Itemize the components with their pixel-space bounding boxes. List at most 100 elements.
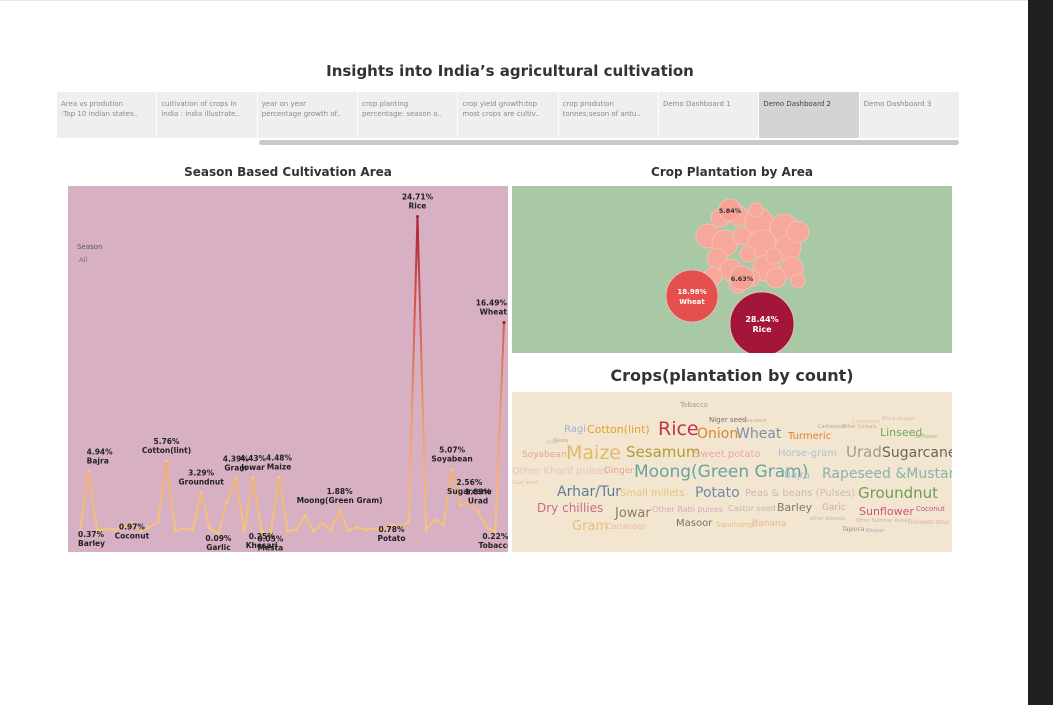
word-cloud-word[interactable]: Tapioca [842, 526, 865, 533]
word-cloud-word[interactable]: Urad [846, 443, 882, 461]
season-point[interactable] [493, 530, 497, 534]
season-point[interactable] [95, 529, 99, 533]
word-cloud-word[interactable]: Coconut [916, 505, 945, 513]
season-point[interactable] [424, 528, 428, 532]
season-point[interactable] [337, 509, 342, 513]
word-cloud-word[interactable]: Wheat [736, 426, 782, 442]
word-cloud-word[interactable]: Other Summer Pulses [856, 518, 911, 524]
season-point[interactable] [389, 523, 394, 527]
word-cloud-word[interactable]: Barley [777, 501, 813, 514]
word-cloud-word[interactable]: Moong(Green Gram) [634, 462, 809, 482]
word-cloud-word[interactable]: Mesta [553, 438, 569, 444]
word-cloud-word[interactable]: Potato [695, 485, 740, 501]
word-cloud-word[interactable]: Tobacco [680, 401, 709, 409]
season-point[interactable] [372, 526, 376, 531]
story-tab[interactable]: Area vs prodution:Top 10 indian states.. [57, 92, 158, 138]
season-point[interactable] [138, 529, 143, 533]
word-cloud-word[interactable]: Maize [566, 442, 621, 464]
season-point[interactable] [346, 529, 350, 533]
season-point[interactable] [303, 514, 307, 518]
word-cloud-word[interactable]: Linseed [880, 426, 923, 439]
season-point[interactable] [363, 528, 368, 532]
season-point[interactable] [156, 520, 160, 524]
word-cloud-word[interactable]: other oilseeds [810, 516, 846, 522]
story-tab[interactable]: Demo Dashboard 3 [860, 92, 960, 138]
word-cloud-word[interactable]: Masoor [676, 518, 713, 529]
crop-bubble-labeled[interactable] [718, 198, 742, 222]
season-point[interactable] [225, 499, 229, 504]
word-cloud-word[interactable]: Black pepper [882, 416, 915, 422]
crop-bubble[interactable] [748, 202, 764, 218]
word-cloud-word[interactable]: Ragi [564, 424, 586, 435]
word-cloud-word[interactable]: Moth [546, 440, 559, 446]
season-point[interactable] [113, 528, 117, 532]
season-point[interactable] [242, 529, 247, 533]
season-point[interactable] [312, 529, 316, 533]
season-point[interactable] [190, 528, 195, 532]
crop-bubble-labeled[interactable] [665, 269, 719, 323]
word-cloud-word[interactable]: Other Cereals [842, 424, 877, 430]
season-point[interactable] [467, 500, 471, 504]
season-point[interactable] [164, 459, 169, 463]
story-tab[interactable]: Demo Dashboard 1 [659, 92, 760, 138]
word-cloud-word[interactable]: Gram [572, 519, 609, 534]
story-tab[interactable]: year on year percentage growth of.. [258, 92, 358, 138]
word-cloud-word[interactable]: Small millets [620, 488, 685, 499]
crop-bubble[interactable] [765, 267, 787, 289]
word-cloud-word[interactable]: Ginger [604, 466, 635, 476]
season-point[interactable] [415, 215, 420, 219]
season-point[interactable] [182, 526, 186, 531]
season-point[interactable] [433, 517, 437, 522]
story-tab[interactable]: crop yield growth:top most crops are cult… [458, 92, 559, 138]
season-point[interactable] [234, 476, 238, 481]
word-cloud-word[interactable]: Onion [697, 426, 739, 442]
crop-bubble[interactable] [765, 247, 783, 265]
story-tab[interactable]: crop prodution tonnes:seson of antu.. [559, 92, 659, 138]
season-point[interactable] [450, 468, 454, 472]
word-cloud-word[interactable]: Soyabean [522, 450, 567, 460]
season-point[interactable] [87, 469, 91, 473]
word-cloud-word[interactable]: Niger seed [709, 416, 747, 424]
season-point[interactable] [407, 520, 411, 524]
season-point[interactable] [104, 526, 108, 531]
word-cloud-word[interactable]: Guar seed [512, 480, 538, 486]
season-point[interactable] [459, 503, 463, 507]
word-cloud-word[interactable]: Sugarcane [882, 445, 952, 461]
word-cloud-word[interactable]: Peas & beans (Pulses) [745, 488, 856, 499]
word-cloud-word[interactable]: Rice [658, 418, 699, 440]
word-cloud-word[interactable]: Banana [752, 519, 787, 529]
word-cloud-word[interactable]: Bajra [784, 470, 811, 481]
word-cloud-word[interactable]: Cashewnut [818, 424, 846, 430]
season-point[interactable] [381, 528, 385, 532]
word-cloud-word[interactable]: Other Rabi pulses [652, 505, 724, 514]
season-point[interactable] [78, 528, 82, 532]
word-cloud-word[interactable]: Turmeric [788, 431, 832, 442]
word-cloud-word[interactable]: Sannhamp [716, 521, 754, 529]
word-cloud-word[interactable]: Sweet potato [694, 449, 761, 460]
story-tab[interactable]: crop planting percentage: season o.. [358, 92, 459, 138]
crop-bubble-labeled[interactable] [729, 265, 755, 291]
season-point[interactable] [294, 528, 298, 532]
crop-bubble[interactable] [739, 245, 757, 263]
season-point[interactable] [485, 525, 489, 529]
season-point[interactable] [208, 526, 212, 531]
word-cloud-word[interactable]: Arecanut [744, 418, 767, 424]
word-cloud-word[interactable]: Coriander [606, 522, 646, 531]
word-cloud-word[interactable]: Rapeseed &Mustard [822, 466, 952, 482]
season-point[interactable] [286, 529, 290, 533]
season-point[interactable] [130, 520, 134, 525]
crop-bubble[interactable] [786, 220, 810, 244]
season-point[interactable] [260, 530, 264, 534]
word-cloud-word[interactable]: Horse-gram [778, 448, 838, 459]
word-cloud-word[interactable]: Arhar/Tur [557, 484, 622, 500]
season-point[interactable] [121, 525, 125, 529]
season-point[interactable] [147, 525, 151, 529]
season-point[interactable] [216, 532, 221, 536]
season-point[interactable] [502, 320, 506, 325]
crop-bubble[interactable] [790, 273, 806, 289]
word-cloud-word[interactable]: Other Kharif pulses [512, 466, 609, 477]
season-point[interactable] [251, 476, 255, 480]
word-cloud-word[interactable]: Sesamum [626, 443, 701, 461]
word-cloud-word[interactable]: Oilseeds total [908, 519, 950, 526]
season-point[interactable] [199, 491, 203, 495]
